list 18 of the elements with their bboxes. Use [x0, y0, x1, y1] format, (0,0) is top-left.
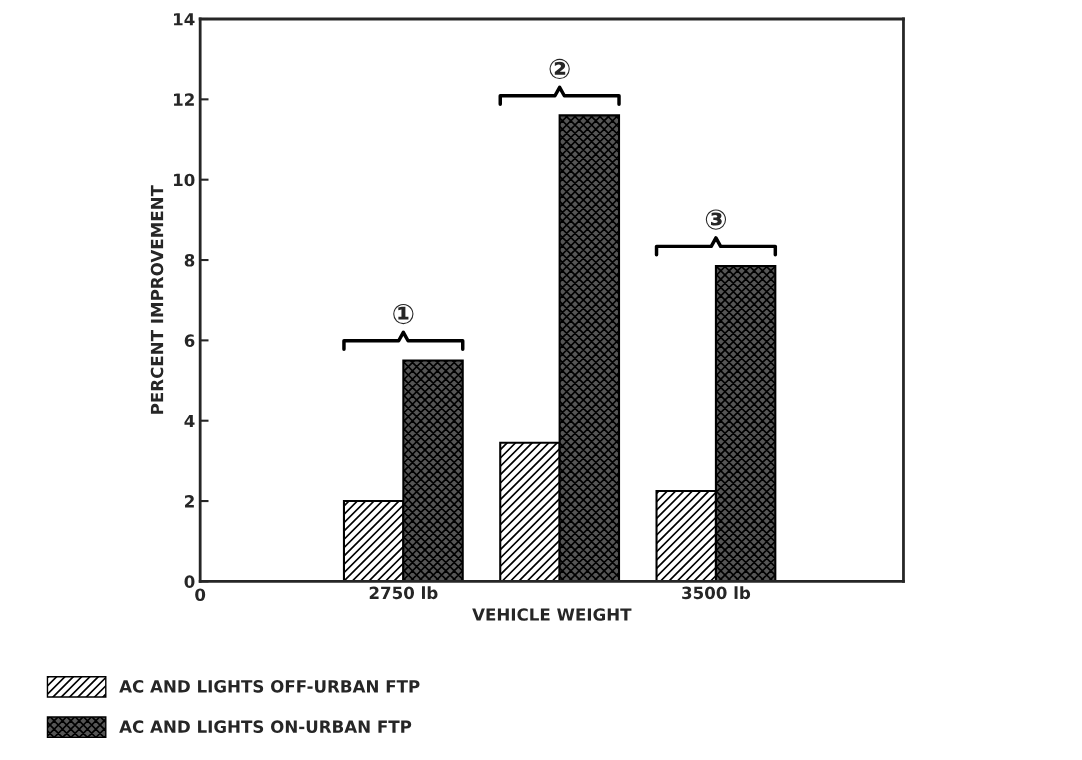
text: 0 [195, 588, 206, 602]
annotation: ② [549, 58, 570, 80]
y-tick-label: 12 [174, 93, 194, 106]
x-axis-title: VEHICLE WEIGHT [472, 608, 632, 621]
legend-label: AC AND LIGHTS ON-URBAN FTP [119, 720, 412, 733]
y-tick-label: 14 [174, 13, 195, 26]
y-tick-label: 4 [184, 414, 195, 428]
legend-label: AC AND LIGHTS OFF-URBAN FTP [119, 680, 420, 693]
y-tick-label: 0 [184, 575, 195, 588]
y-tick-label: 2 [185, 495, 194, 508]
annotation: ③ [705, 209, 727, 230]
x-tick-label: 3500 lb [682, 586, 751, 600]
y-axis-title: PERCENT IMPROVEMENT [150, 185, 164, 414]
y-tick-label: 8 [184, 253, 195, 267]
x-tick-label: 2750 lb [369, 586, 438, 600]
y-tick-label: 10 [174, 173, 195, 187]
annotation: ① [393, 303, 414, 325]
y-tick-label: 6 [184, 334, 195, 347]
